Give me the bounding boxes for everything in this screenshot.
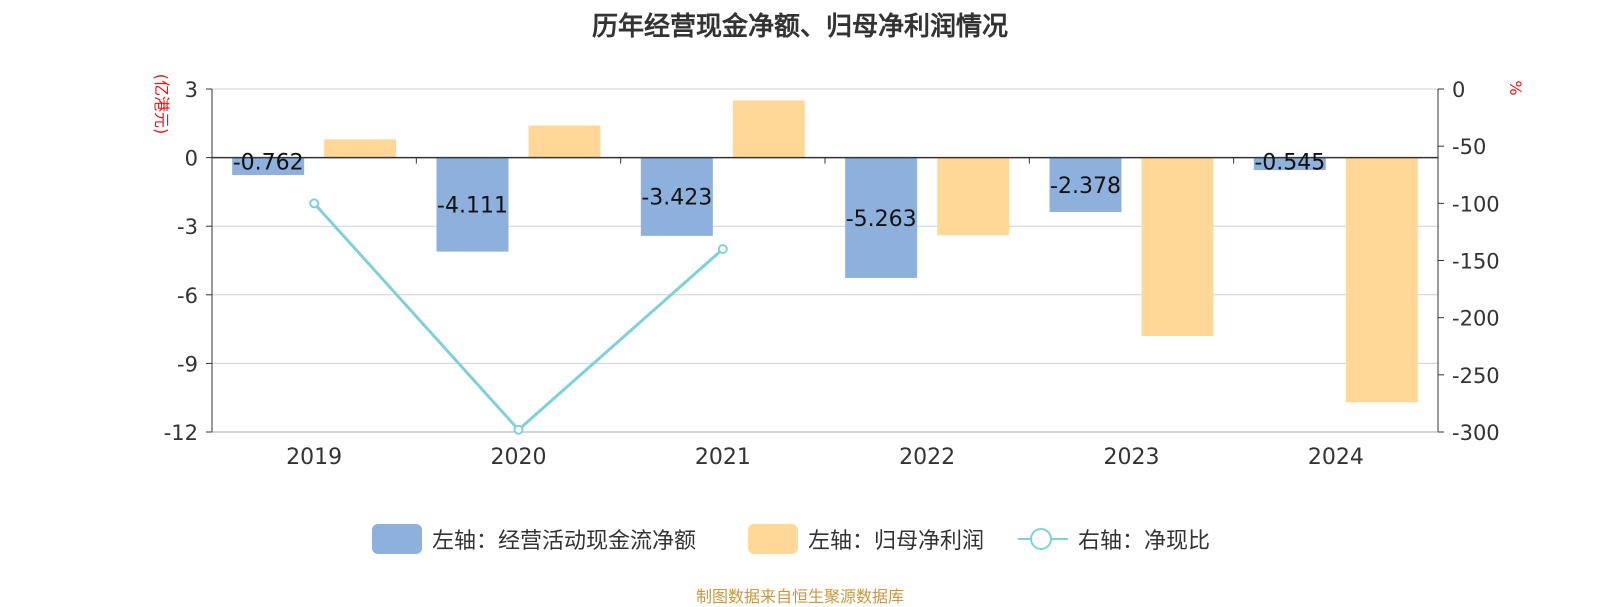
data-label-cashflow: -4.111 xyxy=(437,194,508,219)
right-axis-tick-label: -100 xyxy=(1452,192,1500,216)
x-axis-tick-label: 2023 xyxy=(1104,445,1160,470)
data-label-cashflow: -2.378 xyxy=(1050,174,1121,199)
chart-title: 历年经营现金净额、归母净利润情况 xyxy=(591,12,1008,42)
bar-cashflow xyxy=(640,157,713,236)
right-axis-tick-label: -150 xyxy=(1452,250,1500,274)
legend-label-ratio: 右轴：净现比 xyxy=(1078,529,1211,554)
chart-legend: 左轴：经营活动现金流净额 左轴：归母净利润 右轴：净现比 xyxy=(0,522,1600,562)
left-axis-tick-label: 0 xyxy=(185,147,198,171)
left-axis-unit-label: (亿港元) xyxy=(152,74,171,135)
x-axis-tick-label: 2022 xyxy=(899,445,955,470)
left-axis-tick-label: 3 xyxy=(185,78,198,102)
left-axis-tick-label: -6 xyxy=(177,284,198,308)
data-label-cashflow: -3.423 xyxy=(641,186,712,211)
data-label-cashflow: -0.762 xyxy=(233,151,304,176)
x-axis-tick-label: 2020 xyxy=(491,445,547,470)
right-axis-tick-label: -300 xyxy=(1452,421,1500,445)
legend-label-netprofit: 左轴：归母净利润 xyxy=(808,529,985,554)
bar-cashflow xyxy=(1253,157,1326,171)
legend-item-netprofit[interactable]: 左轴：归母净利润 xyxy=(748,522,984,556)
source-note: 制图数据来自恒生聚源数据库 xyxy=(695,587,904,606)
left-axis-tick-label: -3 xyxy=(177,215,198,239)
point-ratio xyxy=(717,244,728,255)
right-axis-tick-label: -200 xyxy=(1452,307,1500,331)
right-axis-tick-label: 0 xyxy=(1452,78,1465,102)
right-axis-tick-label: -250 xyxy=(1452,364,1500,388)
bar-netprofit xyxy=(324,139,397,158)
legend-swatch-netprofit xyxy=(748,524,798,554)
bar-netprofit xyxy=(1141,157,1214,336)
bar-cashflow xyxy=(436,157,509,252)
x-axis-tick-label: 2021 xyxy=(695,445,751,470)
bar-netprofit xyxy=(1345,157,1418,403)
right-axis-unit-label: % xyxy=(1506,80,1525,95)
point-ratio xyxy=(309,198,320,209)
bar-cashflow xyxy=(845,157,918,278)
bar-netprofit xyxy=(528,125,601,158)
bar-netprofit xyxy=(732,100,805,158)
bar-netprofit xyxy=(937,157,1010,236)
data-label-cashflow: -0.545 xyxy=(1254,151,1325,176)
legend-label-cashflow: 左轴：经营活动现金流净额 xyxy=(432,529,697,554)
legend-symbol-ratio xyxy=(1018,524,1068,554)
x-axis-tick-label: 2024 xyxy=(1308,445,1364,470)
left-axis-tick-label: -9 xyxy=(177,352,198,376)
legend-item-ratio[interactable]: 右轴：净现比 xyxy=(1018,522,1210,556)
right-axis-tick-label: -50 xyxy=(1452,135,1486,159)
legend-item-cashflow[interactable]: 左轴：经营活动现金流净额 xyxy=(372,522,696,556)
line-ratio xyxy=(313,202,724,432)
point-ratio xyxy=(513,424,524,435)
data-label-cashflow: -5.263 xyxy=(846,207,917,232)
x-axis-tick-label: 2019 xyxy=(286,445,342,470)
bar-cashflow xyxy=(1049,157,1122,212)
legend-swatch-cashflow xyxy=(372,524,422,554)
bar-cashflow xyxy=(232,157,305,176)
left-axis-tick-label: -12 xyxy=(164,421,198,445)
